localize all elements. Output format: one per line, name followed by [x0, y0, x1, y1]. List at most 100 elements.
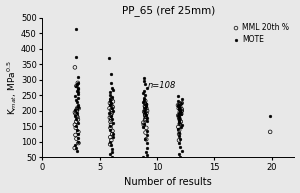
- MML 20th %: [143, 99, 148, 102]
- MML 20th %: [107, 102, 112, 105]
- MOTE: [108, 125, 112, 128]
- Y-axis label: K$_{mat}$, MPa$^{0.5}$: K$_{mat}$, MPa$^{0.5}$: [6, 60, 20, 115]
- MML 20th %: [74, 84, 79, 87]
- MML 20th %: [75, 81, 80, 84]
- MOTE: [74, 55, 79, 58]
- MML 20th %: [73, 123, 77, 126]
- MOTE: [107, 153, 112, 156]
- MOTE: [110, 109, 115, 112]
- MML 20th %: [73, 66, 77, 69]
- MML 20th %: [110, 106, 115, 109]
- MOTE: [177, 117, 182, 120]
- MML 20th %: [74, 120, 79, 123]
- MOTE: [176, 128, 181, 131]
- MML 20th %: [176, 107, 181, 110]
- MML 20th %: [178, 102, 183, 106]
- MML 20th %: [110, 130, 115, 133]
- MOTE: [76, 91, 80, 94]
- MOTE: [74, 125, 79, 128]
- MOTE: [145, 146, 149, 150]
- MOTE: [177, 146, 182, 149]
- MML 20th %: [178, 106, 183, 109]
- MML 20th %: [75, 115, 80, 119]
- MOTE: [110, 150, 115, 153]
- Legend: MML 20th %, MOTE: MML 20th %, MOTE: [231, 22, 291, 46]
- MML 20th %: [144, 115, 148, 119]
- MOTE: [143, 114, 148, 117]
- MOTE: [74, 118, 79, 121]
- MOTE: [145, 133, 150, 136]
- MOTE: [76, 103, 80, 106]
- X-axis label: Number of results: Number of results: [124, 177, 212, 187]
- MOTE: [107, 57, 112, 60]
- MOTE: [75, 75, 80, 78]
- MOTE: [145, 119, 150, 122]
- MOTE: [109, 73, 114, 76]
- MOTE: [142, 158, 147, 161]
- MML 20th %: [177, 118, 182, 121]
- MOTE: [73, 109, 78, 112]
- MML 20th %: [179, 102, 184, 105]
- MML 20th %: [143, 113, 148, 116]
- MOTE: [110, 86, 115, 89]
- MML 20th %: [109, 123, 113, 126]
- MOTE: [144, 129, 149, 132]
- MOTE: [142, 83, 147, 86]
- MOTE: [107, 104, 112, 107]
- MML 20th %: [179, 110, 184, 113]
- MOTE: [107, 91, 112, 94]
- MOTE: [145, 153, 149, 156]
- MOTE: [145, 116, 150, 119]
- MOTE: [109, 95, 114, 98]
- MOTE: [73, 98, 78, 102]
- MOTE: [176, 114, 181, 117]
- MOTE: [74, 146, 79, 150]
- MOTE: [178, 157, 183, 160]
- MML 20th %: [110, 133, 115, 136]
- MML 20th %: [109, 112, 114, 115]
- MOTE: [144, 105, 148, 108]
- MOTE: [75, 133, 80, 136]
- MML 20th %: [141, 123, 146, 126]
- MOTE: [109, 155, 114, 158]
- MOTE: [177, 105, 182, 108]
- MOTE: [75, 89, 80, 92]
- MML 20th %: [141, 121, 146, 124]
- MML 20th %: [109, 118, 113, 121]
- MOTE: [108, 143, 113, 146]
- MML 20th %: [73, 111, 77, 114]
- MOTE: [141, 125, 146, 129]
- MML 20th %: [177, 133, 182, 136]
- MML 20th %: [76, 130, 81, 133]
- MOTE: [109, 115, 114, 118]
- MOTE: [178, 112, 183, 115]
- MOTE: [109, 102, 114, 105]
- MOTE: [110, 118, 115, 121]
- MML 20th %: [74, 137, 79, 140]
- MOTE: [177, 119, 182, 122]
- MOTE: [142, 112, 147, 115]
- MOTE: [107, 129, 112, 132]
- MML 20th %: [76, 118, 80, 121]
- MML 20th %: [176, 114, 181, 117]
- MML 20th %: [144, 107, 149, 110]
- MML 20th %: [142, 110, 146, 113]
- MOTE: [73, 115, 77, 118]
- MML 20th %: [144, 103, 148, 106]
- MML 20th %: [179, 112, 184, 115]
- MOTE: [176, 107, 181, 110]
- Text: n=108: n=108: [148, 81, 176, 91]
- MML 20th %: [144, 138, 148, 141]
- MML 20th %: [143, 108, 148, 111]
- MOTE: [178, 102, 183, 105]
- MOTE: [178, 110, 182, 113]
- MML 20th %: [144, 126, 149, 129]
- MML 20th %: [144, 112, 149, 115]
- MOTE: [143, 102, 148, 106]
- MML 20th %: [268, 130, 272, 133]
- MOTE: [142, 159, 147, 163]
- MML 20th %: [109, 114, 113, 117]
- MOTE: [76, 92, 81, 95]
- MOTE: [141, 91, 146, 94]
- MOTE: [107, 140, 112, 143]
